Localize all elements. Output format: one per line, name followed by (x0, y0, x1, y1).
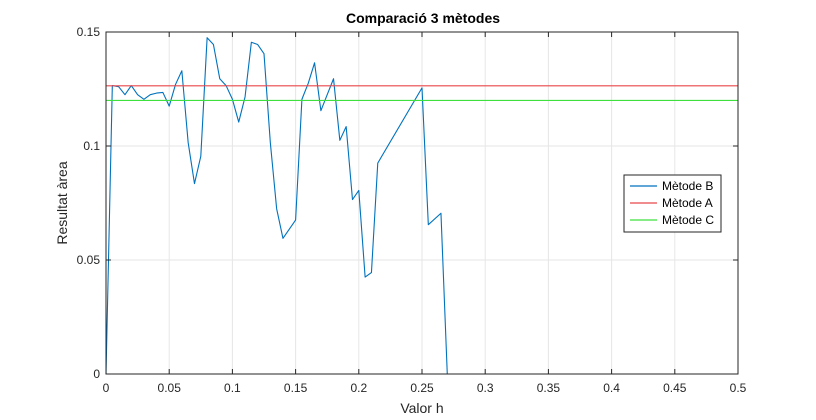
x-tick-label: 0.3 (477, 381, 494, 395)
x-tick-label: 0.2 (350, 381, 367, 395)
y-axis-label: Resultat àrea (54, 161, 70, 244)
x-tick-label: 0.45 (663, 381, 687, 395)
legend-entry: Mètode B (662, 179, 713, 193)
y-tick-label: 0.15 (77, 25, 101, 39)
x-tick-label: 0.1 (224, 381, 241, 395)
x-axis-label: Valor h (400, 400, 443, 416)
x-tick-label: 0.25 (410, 381, 434, 395)
legend: Mètode B Mètode A Mètode C (623, 174, 722, 233)
ticks: 0 0.05 0.1 0.15 0.2 0.25 0.3 0.35 0.4 0.45 0.5 0 0.0… (77, 25, 747, 395)
series-line-1 (105, 37, 738, 375)
x-tick-label: 0.05 (158, 381, 182, 395)
x-tick-label: 0.35 (537, 381, 561, 395)
y-tick-label: 0 (93, 367, 100, 381)
y-tick-label: 0.1 (83, 139, 100, 153)
legend-entry: Mètode C (662, 213, 714, 227)
y-tick-label: 0.05 (77, 253, 101, 267)
chart-title: Comparació 3 mètodes (346, 10, 500, 26)
x-tick-label: 0.15 (284, 381, 308, 395)
x-tick-label: 0.4 (603, 381, 620, 395)
x-tick-label: 0 (103, 381, 110, 395)
legend-entry: Mètode A (662, 196, 713, 210)
series-group (105, 37, 738, 375)
x-tick-label: 0.5 (730, 381, 747, 395)
